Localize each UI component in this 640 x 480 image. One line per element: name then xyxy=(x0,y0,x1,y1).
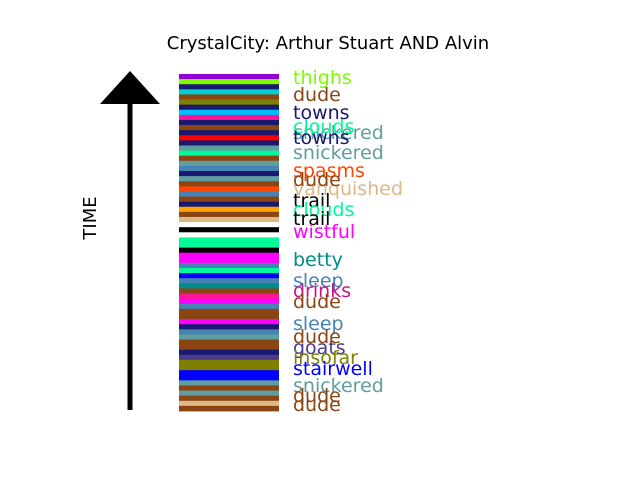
stripe-label: trail xyxy=(293,190,330,212)
stripe-label: trail xyxy=(293,208,330,230)
stripe xyxy=(179,308,279,315)
stripe xyxy=(179,375,279,381)
stripe xyxy=(179,94,279,100)
stripe-label: dude xyxy=(293,326,341,348)
stripe xyxy=(179,324,279,330)
stripe-label: snickered xyxy=(293,375,384,397)
stripe xyxy=(179,252,279,259)
y-axis-label: TIME xyxy=(80,196,101,240)
stripe-label: snickered xyxy=(293,142,384,164)
stripe xyxy=(179,365,279,371)
stripe xyxy=(179,232,279,238)
stripe-labels: thighsdudetownssnickeredcloudstownssnick… xyxy=(293,67,403,416)
stripe xyxy=(179,165,279,172)
stripe-label: goats xyxy=(293,337,346,359)
stripe xyxy=(179,89,279,95)
stripe-label: drinks xyxy=(293,280,351,302)
stripe xyxy=(179,222,279,228)
stripe xyxy=(179,171,279,177)
stripe xyxy=(179,349,279,356)
stripe xyxy=(179,140,279,146)
stripe-label: wistful xyxy=(293,221,355,243)
stripe xyxy=(179,273,279,279)
stripe xyxy=(179,114,279,121)
stripe xyxy=(179,160,279,167)
stripe xyxy=(179,268,279,274)
stripe-label: stairwell xyxy=(293,358,373,380)
stripe xyxy=(179,104,279,111)
stripe-label: dude xyxy=(293,84,341,106)
stripe-bar xyxy=(179,74,279,412)
stripe xyxy=(179,354,279,361)
stripe-label: towns xyxy=(293,102,350,124)
stripe xyxy=(179,380,279,386)
stripe xyxy=(179,262,279,269)
stripe xyxy=(179,257,279,264)
stripe xyxy=(179,390,279,397)
chart-title: CrystalCity: Arthur Stuart AND Alvin xyxy=(167,33,489,54)
stripe xyxy=(179,216,279,223)
stripe-label: clouds xyxy=(293,116,354,138)
stripe xyxy=(179,319,279,325)
stripe xyxy=(179,278,279,284)
stripe xyxy=(179,155,279,162)
stripe xyxy=(179,99,279,106)
stripe xyxy=(179,201,279,208)
stripe-label: sleep xyxy=(293,270,344,292)
stripe xyxy=(179,191,279,197)
stripe xyxy=(179,293,279,300)
stripe-label: betty xyxy=(293,249,343,271)
stripe xyxy=(179,211,279,218)
stripe xyxy=(179,242,279,249)
stripe xyxy=(179,150,279,157)
stripe xyxy=(179,227,279,233)
stripe xyxy=(179,119,279,126)
stripe-label: towns xyxy=(293,127,350,149)
stripe xyxy=(179,359,279,366)
stripe-label: vanquished xyxy=(293,178,403,200)
time-axis: TIME xyxy=(80,71,160,410)
stripe-label: clouds xyxy=(293,199,354,221)
stripe xyxy=(179,405,279,412)
stripe-label: insofar xyxy=(293,347,358,369)
stripe xyxy=(179,79,279,85)
stripe xyxy=(179,196,279,203)
stripe xyxy=(179,395,279,402)
stripe xyxy=(179,74,279,80)
stripe xyxy=(179,135,279,141)
stripe xyxy=(179,186,279,192)
stripe-label: thighs xyxy=(293,67,352,89)
stripe xyxy=(179,247,279,254)
stripe xyxy=(179,288,279,294)
stripe xyxy=(179,385,279,391)
stripe-label: dude xyxy=(293,394,341,416)
stripe xyxy=(179,125,279,131)
stripe xyxy=(179,109,279,116)
stripe xyxy=(179,400,279,407)
stripe-label: snickered xyxy=(293,122,384,144)
stripe-label: dude xyxy=(293,291,341,313)
stripe xyxy=(179,344,279,351)
stripe xyxy=(179,313,279,320)
time-arrow-head xyxy=(100,71,160,104)
stripe xyxy=(179,298,279,305)
stripe xyxy=(179,303,279,310)
stripe xyxy=(179,370,279,376)
stripe xyxy=(179,84,279,90)
stripe-label: dude xyxy=(293,385,341,407)
stripe-label: sleep xyxy=(293,313,344,335)
stripe xyxy=(179,283,279,289)
stripe-label: spasms xyxy=(293,160,365,182)
stripe xyxy=(179,329,279,335)
stripe xyxy=(179,237,279,243)
stripe xyxy=(179,130,279,136)
stripe xyxy=(179,334,279,340)
stripe xyxy=(179,181,279,187)
stripe xyxy=(179,339,279,346)
stripe xyxy=(179,176,279,182)
stripe xyxy=(179,206,279,213)
stripe xyxy=(179,145,279,151)
stripe-label: dude xyxy=(293,169,341,191)
